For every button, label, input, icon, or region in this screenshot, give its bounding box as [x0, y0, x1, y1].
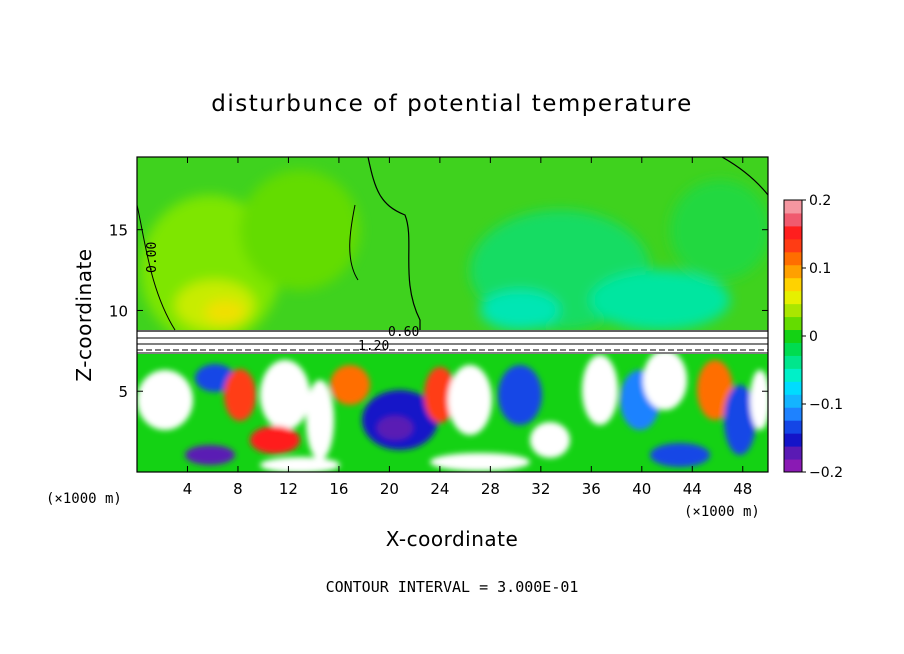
- x-tick-labels: 4 8 12 16 20 24 28 32 36 40 44 48: [183, 480, 753, 498]
- x-tick-label: 12: [279, 480, 298, 498]
- contour-line: [349, 204, 359, 281]
- chart-title: disturbunce of potential temperature: [211, 91, 693, 117]
- colorbar-swatch: [784, 433, 802, 447]
- x-tick-label: 40: [632, 480, 651, 498]
- colorbar-tick-label: 0: [809, 329, 818, 345]
- plot-area: [137, 157, 768, 472]
- colorbar-tick-label: −0.1: [809, 397, 843, 413]
- colorbar-swatch: [784, 251, 802, 266]
- x-tick-label: 28: [481, 480, 500, 498]
- colorbar-swatch: [784, 342, 802, 356]
- x-tick-label: 44: [683, 480, 702, 498]
- colorbar-swatch: [784, 238, 802, 253]
- colorbar-swatch: [784, 212, 802, 227]
- y-tick-label: 5: [118, 383, 128, 401]
- x-tick-label: 4: [183, 480, 193, 498]
- colorbar-swatch: [784, 264, 802, 279]
- contour-interval-note: CONTOUR INTERVAL = 3.000E-01: [326, 578, 579, 596]
- y-unit-label: (×1000 m): [46, 491, 122, 507]
- lower-field-blobs: [137, 350, 768, 472]
- colorbar-swatch: [784, 420, 802, 434]
- colorbar-swatch: [784, 355, 802, 369]
- colorbar-tick-label: 0.2: [809, 193, 831, 209]
- y-tick-labels: 5 10 15: [109, 222, 128, 402]
- plot-frame: [136, 156, 769, 473]
- colorbar-swatch: [784, 290, 802, 305]
- colorbar-swatch: [784, 225, 802, 240]
- contour-line: [137, 204, 176, 331]
- x-unit-label: (×1000 m): [684, 504, 760, 520]
- contour-label: 1.20: [358, 339, 389, 354]
- contour-label: 0.00: [145, 242, 160, 273]
- x-axis-label: X-coordinate: [386, 527, 519, 551]
- x-tick-label: 32: [531, 480, 550, 498]
- y-tick-label: 10: [109, 302, 128, 320]
- axis-ticks: [137, 157, 768, 472]
- colorbar-swatch: [784, 459, 802, 473]
- colorbar: [783, 199, 803, 473]
- colorbar-swatch: [784, 316, 802, 331]
- colorbar-swatch: [784, 381, 802, 395]
- x-tick-label: 36: [582, 480, 601, 498]
- colorbar-swatch: [784, 407, 802, 421]
- contour-line: [721, 157, 768, 196]
- colorbar-swatch: [784, 303, 802, 318]
- x-tick-label: 20: [380, 480, 399, 498]
- contour-label-group: 0.00 0.60 1.20: [145, 242, 419, 354]
- x-tick-label: 16: [329, 480, 348, 498]
- colorbar-labels: 0.2 0.1 0 −0.1 −0.2: [802, 193, 843, 481]
- y-tick-label: 15: [109, 222, 128, 240]
- contour-label: 0.60: [388, 325, 419, 340]
- x-tick-label: 24: [430, 480, 449, 498]
- contour-line: [367, 157, 421, 330]
- colorbar-swatch: [784, 394, 802, 408]
- x-tick-label: 8: [233, 480, 243, 498]
- colorbar-swatch: [784, 200, 802, 214]
- upper-field-shading: [140, 170, 768, 345]
- colorbar-tick-label: −0.2: [809, 465, 843, 481]
- colorbar-swatch: [784, 446, 802, 460]
- x-tick-label: 48: [733, 480, 752, 498]
- y-axis-label: Z-coordinate: [72, 248, 96, 381]
- colorbar-tick-label: 0.1: [809, 261, 831, 277]
- colorbar-swatch: [784, 329, 802, 343]
- colorbar-swatch: [784, 368, 802, 382]
- colorbar-swatch: [784, 277, 802, 292]
